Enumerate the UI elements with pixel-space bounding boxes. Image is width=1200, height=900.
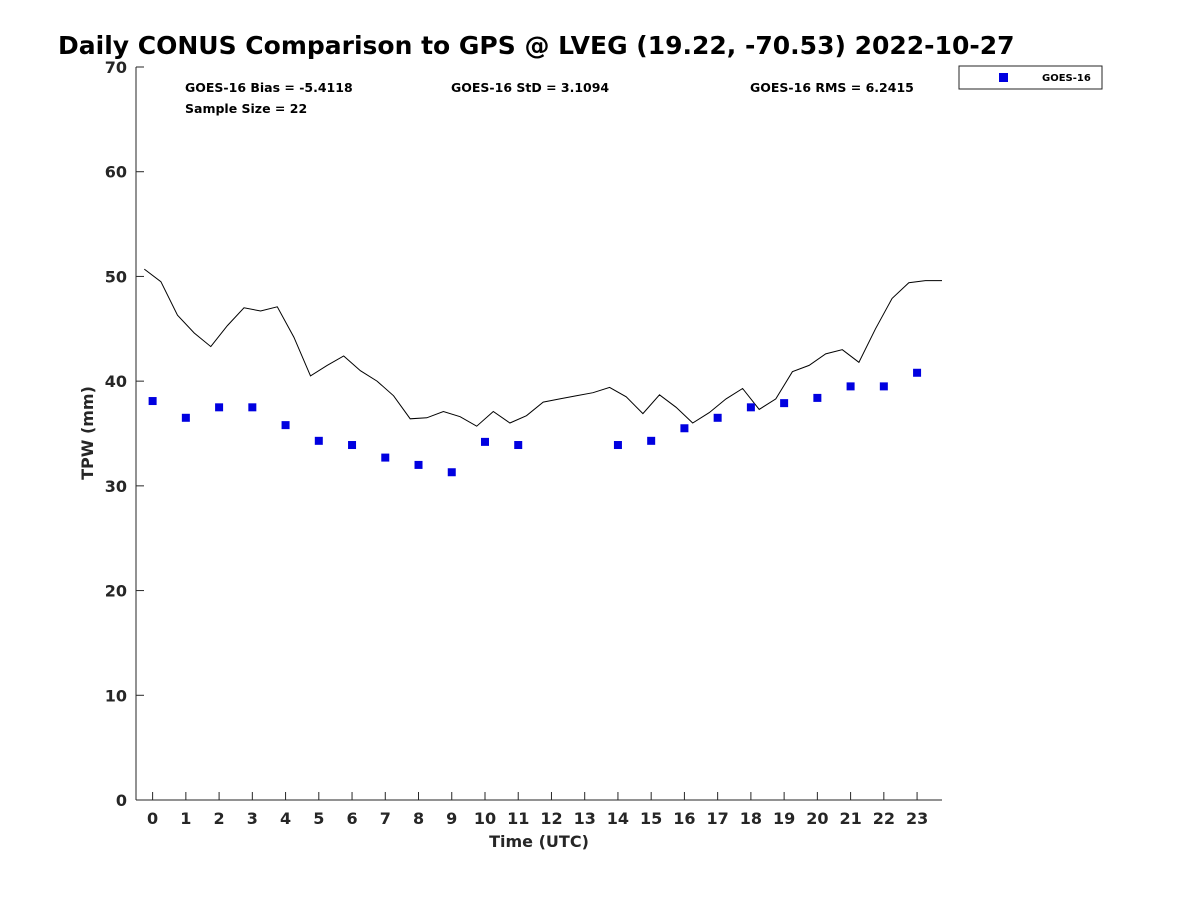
bias-stat: GOES-16 Bias = -5.4118 xyxy=(185,80,353,95)
goes16-point xyxy=(879,382,888,391)
y-tick-label: 40 xyxy=(105,372,127,391)
goes16-point xyxy=(846,382,855,391)
axes xyxy=(135,67,942,801)
y-tick-label: 50 xyxy=(105,267,127,286)
legend: GOES-16 xyxy=(958,65,1103,90)
x-tick-label: 23 xyxy=(906,809,928,828)
x-tick-label: 10 xyxy=(474,809,496,828)
goes16-point xyxy=(680,424,689,433)
x-tick-label: 3 xyxy=(247,809,258,828)
legend-label: GOES-16 xyxy=(1042,73,1091,84)
goes16-point xyxy=(813,393,822,402)
goes16-point xyxy=(381,453,390,462)
x-tick-label: 9 xyxy=(446,809,457,828)
x-tick-label: 7 xyxy=(380,809,391,828)
x-tick-label: 18 xyxy=(740,809,762,828)
goes16-point xyxy=(215,403,224,412)
y-tick-label: 0 xyxy=(116,791,127,810)
goes16-point xyxy=(148,397,157,406)
y-tick-label: 60 xyxy=(105,163,127,182)
x-tick-label: 22 xyxy=(873,809,895,828)
x-tick-label: 6 xyxy=(346,809,357,828)
y-tick-label: 70 xyxy=(105,58,127,77)
std-stat: GOES-16 StD = 3.1094 xyxy=(451,80,609,95)
goes16-point xyxy=(514,441,523,450)
goes16-point xyxy=(314,436,323,445)
goes16-point xyxy=(780,399,789,408)
y-axis-label: TPW (mm) xyxy=(78,386,97,480)
x-tick-label: 5 xyxy=(313,809,324,828)
x-tick-label: 12 xyxy=(540,809,562,828)
x-tick-label: 16 xyxy=(673,809,695,828)
goes16-point xyxy=(248,403,257,412)
x-tick-label: 14 xyxy=(607,809,629,828)
goes16-point xyxy=(281,421,290,430)
series-layer xyxy=(143,268,942,477)
x-tick-label: 20 xyxy=(806,809,828,828)
x-tick-label: 17 xyxy=(707,809,729,828)
goes16-point xyxy=(414,460,423,469)
x-tick-label: 0 xyxy=(147,809,158,828)
y-ticks: 0 10 20 30 40 50 60 70 xyxy=(105,58,144,810)
goes16-point xyxy=(613,441,622,450)
y-tick-label: 30 xyxy=(105,477,127,496)
x-tick-label: 4 xyxy=(280,809,291,828)
goes16-point xyxy=(447,468,456,477)
y-tick-label: 10 xyxy=(105,686,127,705)
goes16-point xyxy=(713,413,722,422)
rms-stat: GOES-16 RMS = 6.2415 xyxy=(750,80,914,95)
gps-line xyxy=(143,268,942,427)
legend-box xyxy=(958,65,1103,90)
goes16-point xyxy=(181,413,190,422)
legend-marker xyxy=(999,73,1008,82)
x-tick-label: 19 xyxy=(773,809,795,828)
x-tick-label: 2 xyxy=(214,809,225,828)
x-tick-label: 1 xyxy=(180,809,191,828)
x-axis-label: Time (UTC) xyxy=(489,832,589,851)
goes16-point xyxy=(348,441,357,450)
x-tick-label: 11 xyxy=(507,809,529,828)
x-tick-label: 13 xyxy=(574,809,596,828)
x-tick-label: 21 xyxy=(839,809,861,828)
goes16-point xyxy=(480,437,489,446)
x-tick-label: 15 xyxy=(640,809,662,828)
x-tick-label: 8 xyxy=(413,809,424,828)
goes16-point xyxy=(913,368,922,377)
chart-title: Daily CONUS Comparison to GPS @ LVEG (19… xyxy=(58,31,1015,60)
goes16-point xyxy=(647,436,656,445)
x-ticks: 0 1 2 3 4 5 6 7 8 9 10 11 12 13 14 15 16 17 18 19 20 21 22 23 xyxy=(147,792,928,828)
y-tick-label: 20 xyxy=(105,582,127,601)
goes16-point xyxy=(746,403,755,412)
sample-size-stat: Sample Size = 22 xyxy=(185,101,307,116)
